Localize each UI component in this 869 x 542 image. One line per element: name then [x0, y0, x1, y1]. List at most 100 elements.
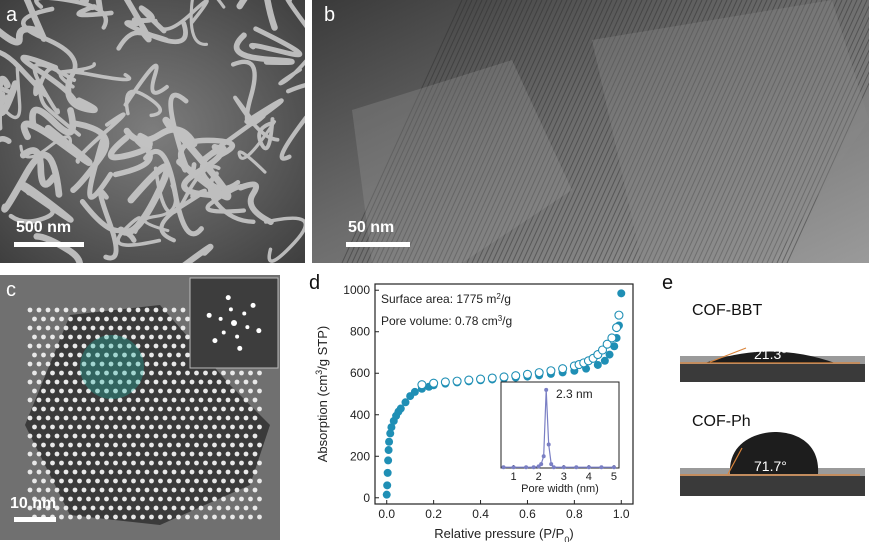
adsorption-point [387, 423, 396, 432]
desorption-point [429, 378, 439, 388]
adsorption-point [396, 404, 405, 413]
droplet-cof-bbt [705, 351, 835, 363]
adsorption-point [610, 342, 619, 351]
panel-label-b: b [324, 4, 336, 26]
inset-x-tick-label: 1 [510, 471, 516, 483]
adsorption-point [605, 350, 614, 359]
sem-image [0, 0, 305, 263]
pore-distribution-point [501, 465, 506, 470]
x-tick-label: 0.6 [519, 507, 536, 521]
panel-d-isotherm-chart: d 0.0 0.2 0.4 0.6 0.8 1.0 0 200 400 600 800 1000 Su… [305, 270, 645, 542]
scale-bar-a-text: 500 nm [16, 219, 72, 236]
y-tick-label: 400 [350, 408, 370, 422]
adsorption-point [383, 481, 392, 490]
adsorption-point [386, 429, 395, 438]
pore-distribution-inset: 1 2 3 4 5 2.3 nm Pore width (nm) [500, 381, 620, 495]
droplet-images [680, 347, 865, 496]
pore-peak-annotation: 2.3 nm [556, 387, 593, 401]
sample-name-cof-ph: COF-Ph [692, 413, 751, 430]
desorption-point [475, 374, 486, 384]
desorption-point [452, 376, 462, 386]
adsorption-point [384, 446, 393, 455]
inset-x-axis-label: Pore width (nm) [521, 483, 599, 495]
panel-e-contact-angle: e COF-BBT 21.3° COF-Ph 71.7° [650, 270, 869, 542]
pore-distribution-line [503, 389, 614, 468]
scale-bar-a [14, 242, 84, 247]
pore-distribution-point [511, 465, 516, 470]
pore-distribution-point [611, 465, 616, 470]
y-tick-label: 0 [363, 491, 370, 505]
panel-label-a: a [6, 4, 18, 26]
x-axis-label: Relative pressure (P/P0) [434, 526, 573, 542]
pore-distribution-point [546, 442, 551, 447]
contact-angle-cof-ph: 71.7° [754, 458, 787, 474]
sample-name-cof-bbt: COF-BBT [692, 302, 763, 319]
inset-x-tick-label: 2 [536, 471, 542, 483]
x-tick-label: 1.0 [613, 507, 630, 521]
y-axis-label: Absorption (cm3/g STP) [314, 326, 330, 463]
pore-distribution-point [599, 465, 604, 470]
pore-distribution-point [539, 462, 544, 467]
tem-image [312, 0, 869, 263]
desorption-point [522, 369, 533, 379]
desorption-point [487, 373, 497, 383]
adsorption-point [410, 387, 419, 396]
pore-distribution-point [544, 387, 549, 392]
panel-a-sem-image: a 500 nm [0, 0, 305, 263]
scale-bar-c [14, 517, 56, 522]
panel-c-hrtem-image: c 10 nm [0, 275, 280, 540]
pore-distribution-point [551, 465, 556, 470]
isotherm-svg: 0.0 0.2 0.4 0.6 0.8 1.0 0 200 400 600 800 1000 Surf… [314, 283, 634, 542]
adsorption-point [401, 398, 410, 407]
panel-label-c: c [6, 279, 16, 301]
scale-bar-b [346, 242, 410, 247]
y-tick-label: 600 [350, 366, 370, 380]
desorption-point [440, 377, 450, 387]
desorption-point [534, 368, 544, 378]
desorption-point [612, 323, 622, 333]
pore-distribution-point [574, 465, 579, 470]
adsorption-point [383, 468, 392, 477]
panel-b-tem-image: b 50 nm [312, 0, 869, 263]
desorption-point [558, 364, 568, 374]
scale-bar-b-text: 50 nm [348, 219, 395, 236]
adsorption-point [593, 360, 602, 369]
surface-area-annotation: Surface area: 1775 m2/g [381, 292, 511, 307]
panel-label-e: e [662, 272, 674, 294]
x-tick-label: 0.8 [566, 507, 583, 521]
pore-distribution-point [561, 465, 566, 470]
adsorption-point [382, 490, 391, 499]
pore-distribution-point [536, 464, 541, 469]
pore-distribution-point [541, 454, 546, 459]
desorption-point [607, 333, 617, 343]
pore-distribution-point [549, 462, 554, 467]
y-tick-label: 200 [350, 449, 370, 463]
pore-distribution-point [524, 465, 529, 470]
desorption-point [464, 375, 474, 385]
desorption-point [597, 345, 608, 355]
plot-frame [374, 283, 634, 505]
desorption-point [602, 339, 612, 349]
desorption-point [614, 310, 624, 320]
x-tick-label: 0.0 [378, 507, 395, 521]
inset-x-tick-label: 4 [586, 471, 592, 483]
x-tick-label: 0.4 [472, 507, 489, 521]
inset-x-tick-label: 3 [561, 471, 567, 483]
panel-label-d: d [309, 272, 321, 294]
adsorption-point [385, 437, 394, 446]
desorption-point [546, 366, 556, 376]
x-tick-label: 0.2 [425, 507, 442, 521]
hrtem-image [0, 275, 280, 540]
adsorption-point [617, 289, 626, 298]
pore-distribution-point [586, 465, 591, 470]
desorption-point [417, 380, 427, 390]
y-tick-label: 800 [350, 325, 370, 339]
desorption-point [511, 371, 521, 381]
scale-bar-c-text: 10 nm [10, 495, 57, 512]
desorption-point [499, 372, 509, 382]
droplet-cof-ph [729, 432, 819, 474]
contact-angle-cof-bbt: 21.3° [754, 346, 787, 362]
y-tick-label: 1000 [343, 283, 370, 297]
adsorption-point [600, 356, 609, 365]
adsorption-point [384, 456, 393, 465]
